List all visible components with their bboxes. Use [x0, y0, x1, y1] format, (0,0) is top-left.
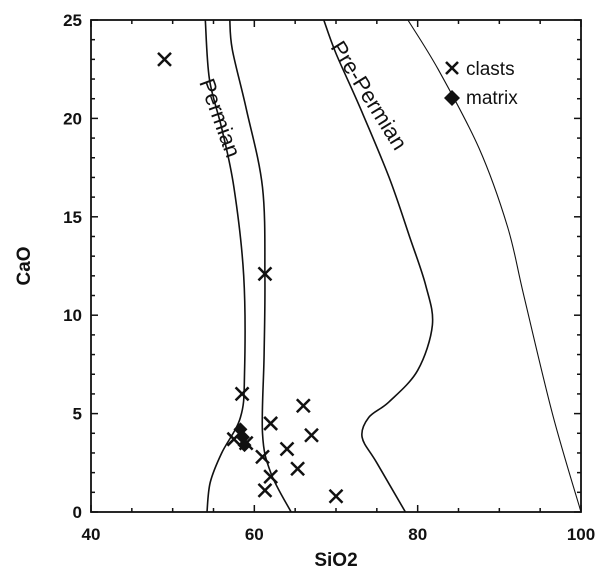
- legend-matrix-label: matrix: [466, 88, 518, 109]
- legend: clasts matrix: [444, 59, 518, 109]
- legend-clasts-marker: [445, 61, 459, 75]
- data-points: [157, 51, 344, 504]
- boundary-curves: [204, 19, 582, 513]
- region-label-pre-permian: Pre-Permian: [326, 36, 413, 154]
- y-tick-label: 0: [73, 503, 82, 522]
- y-tick-label: 20: [63, 109, 82, 128]
- clast-point: [234, 386, 250, 402]
- boundary-curve-4: [407, 19, 582, 513]
- clast-point: [279, 441, 295, 457]
- clast-point: [263, 416, 279, 431]
- clast-point: [257, 266, 273, 282]
- y-tick-label: 5: [73, 405, 82, 424]
- clast-point: [263, 469, 279, 484]
- clast-point: [257, 482, 273, 498]
- legend-matrix-marker: [444, 90, 460, 106]
- clast-point: [290, 461, 306, 477]
- clast-point: [255, 449, 270, 465]
- clast-point: [304, 427, 319, 443]
- clast-point: [226, 431, 242, 447]
- boundary-curve-3: [323, 19, 434, 513]
- x-tick-label: 60: [245, 525, 264, 544]
- axis-ticks: [90, 19, 582, 513]
- boundary-curve-1: [204, 19, 246, 513]
- y-axis-label: CaO: [14, 246, 35, 285]
- clast-point: [295, 398, 311, 414]
- x-tick-labels: 40 60 80 100: [82, 525, 596, 544]
- y-tick-label: 25: [63, 11, 82, 30]
- x-tick-label: 100: [567, 525, 595, 544]
- region-label-permian: Permian: [194, 75, 246, 161]
- y-tick-label: 15: [63, 208, 82, 227]
- x-tick-label: 80: [408, 525, 427, 544]
- matrix-point: [237, 438, 252, 453]
- y-tick-label: 10: [63, 306, 82, 325]
- clast-point: [328, 488, 344, 504]
- clast-point: [157, 51, 172, 67]
- region-labels: Permian Pre-Permian: [194, 36, 412, 160]
- x-tick-label: 40: [82, 525, 101, 544]
- x-axis-label: SiO2: [314, 550, 357, 571]
- legend-clasts-label: clasts: [466, 59, 515, 80]
- y-tick-labels: 0 5 10 15 20 25: [63, 11, 82, 522]
